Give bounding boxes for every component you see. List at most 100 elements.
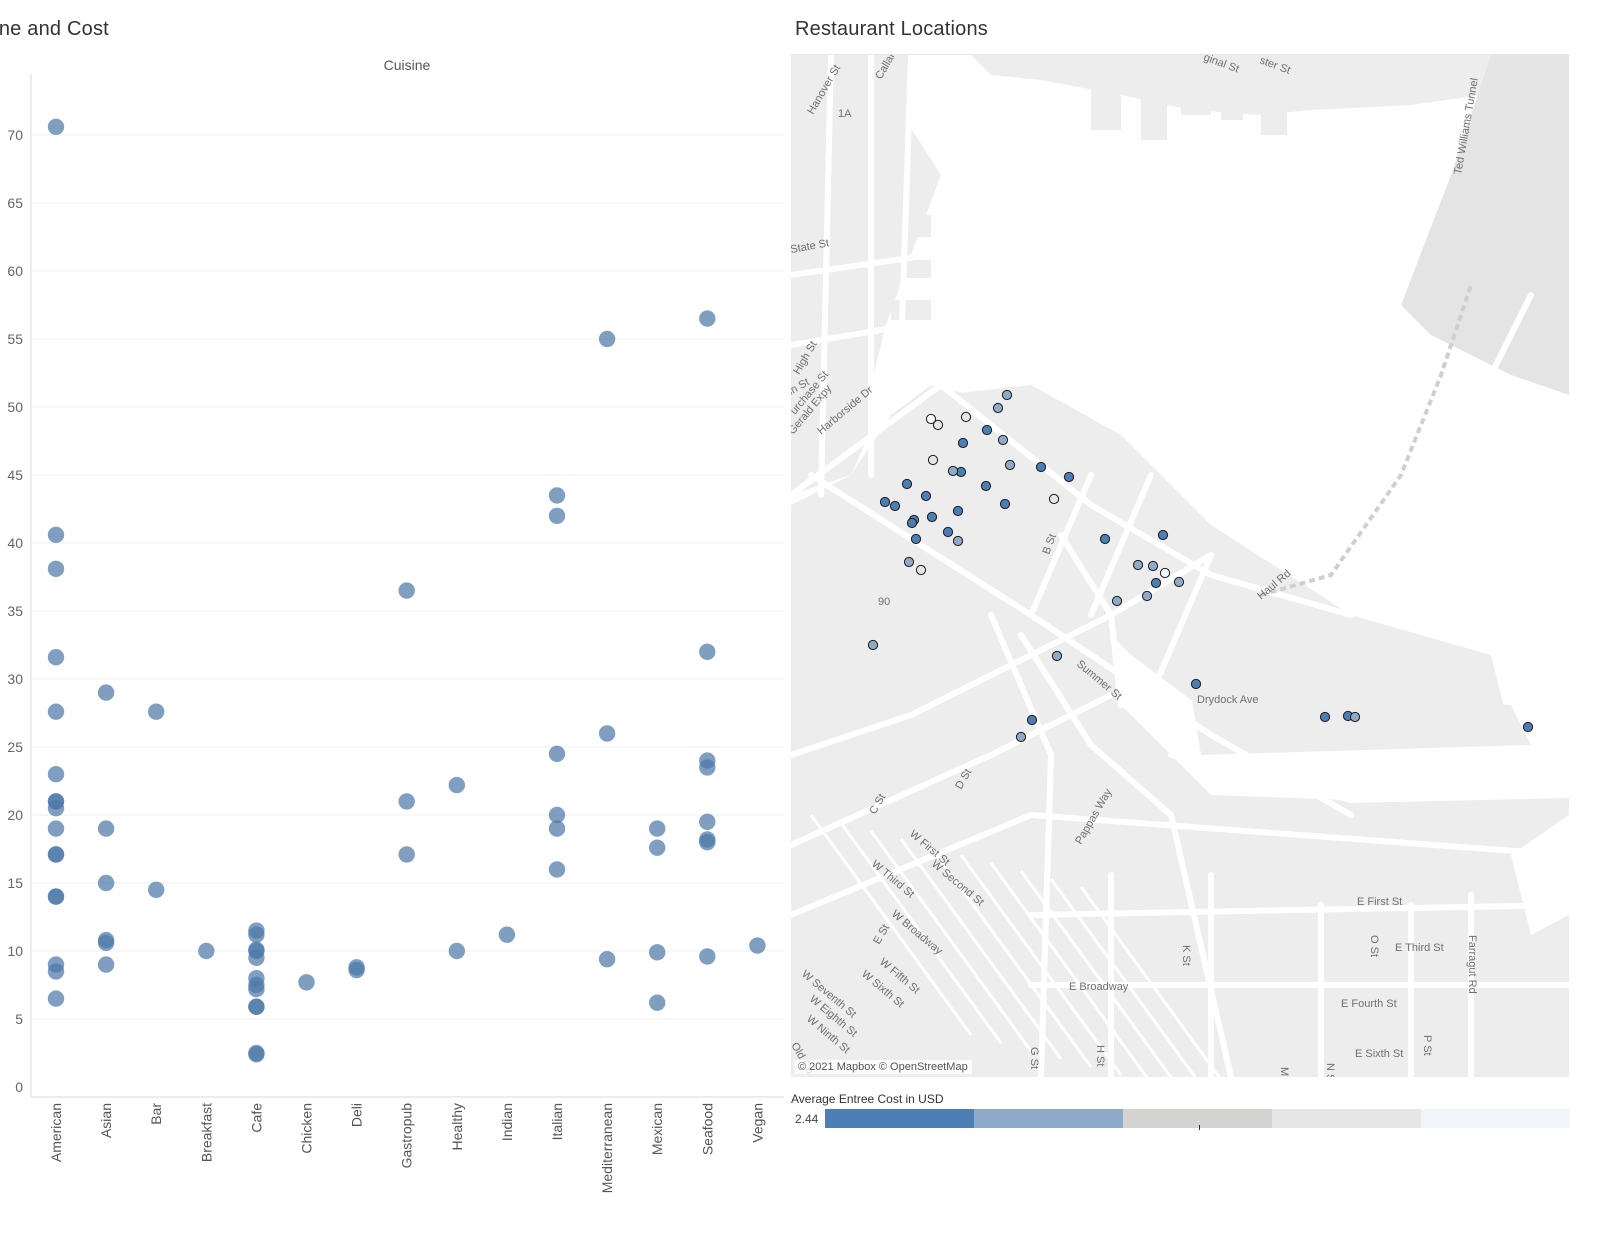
data-point[interactable] — [598, 330, 616, 348]
map-view[interactable]: Hanover St Callah State St High St urchase S… — [791, 54, 1569, 1077]
data-point[interactable] — [47, 888, 65, 905]
restaurant-marker[interactable] — [879, 496, 891, 508]
data-point[interactable] — [47, 846, 65, 863]
data-point[interactable] — [47, 766, 65, 783]
restaurant-marker[interactable] — [903, 556, 915, 568]
data-point[interactable] — [97, 956, 115, 973]
data-point[interactable] — [47, 118, 65, 136]
restaurant-marker[interactable] — [867, 639, 879, 651]
data-point[interactable] — [649, 839, 666, 856]
data-point[interactable] — [248, 998, 265, 1015]
restaurant-marker[interactable] — [925, 413, 937, 425]
data-point[interactable] — [47, 649, 65, 666]
restaurant-marker[interactable] — [906, 517, 918, 529]
data-point[interactable] — [548, 487, 566, 504]
data-point[interactable] — [598, 725, 616, 742]
data-point[interactable] — [548, 507, 566, 524]
data-point[interactable] — [598, 950, 616, 968]
restaurant-marker[interactable] — [1173, 576, 1185, 588]
scatter-chart[interactable]: Cuisine 0 5 10 15 20 25 30 35 40 45 50 55 60 65 70 Ameri… — [0, 0, 790, 1249]
restaurant-marker[interactable] — [1051, 650, 1063, 662]
restaurant-marker[interactable] — [1147, 560, 1159, 572]
restaurant-marker[interactable] — [1035, 461, 1047, 473]
restaurant-marker[interactable] — [997, 434, 1009, 446]
restaurant-marker[interactable] — [980, 480, 992, 492]
data-point[interactable] — [248, 926, 265, 943]
data-point[interactable] — [699, 643, 716, 660]
data-point[interactable] — [47, 800, 65, 817]
data-point[interactable] — [47, 526, 65, 544]
data-point[interactable] — [47, 963, 65, 980]
restaurant-marker[interactable] — [927, 454, 939, 466]
data-point[interactable] — [198, 942, 215, 960]
restaurant-marker[interactable] — [889, 500, 901, 512]
restaurant-marker[interactable] — [1190, 678, 1202, 690]
data-point[interactable] — [649, 994, 666, 1011]
restaurant-marker[interactable] — [1048, 493, 1060, 505]
data-point[interactable] — [649, 820, 666, 837]
data-point[interactable] — [749, 937, 766, 954]
restaurant-marker[interactable] — [926, 511, 938, 523]
data-point[interactable] — [548, 820, 566, 837]
data-point[interactable] — [97, 934, 115, 952]
data-point[interactable] — [448, 942, 465, 960]
data-point[interactable] — [548, 745, 566, 762]
data-point[interactable] — [398, 582, 415, 599]
restaurant-marker[interactable] — [1522, 721, 1534, 733]
restaurant-marker[interactable] — [1150, 577, 1162, 589]
data-point[interactable] — [699, 759, 716, 776]
data-point[interactable] — [47, 703, 65, 720]
restaurant-marker[interactable] — [901, 478, 913, 490]
data-point[interactable] — [699, 813, 716, 830]
restaurant-marker[interactable] — [1132, 559, 1144, 571]
data-point[interactable] — [47, 990, 65, 1007]
restaurant-marker[interactable] — [1111, 595, 1123, 607]
restaurant-marker[interactable] — [920, 490, 932, 502]
data-point[interactable] — [97, 684, 115, 701]
restaurant-marker[interactable] — [1015, 731, 1027, 743]
data-point[interactable] — [348, 961, 365, 979]
restaurant-marker[interactable] — [981, 424, 993, 436]
data-point[interactable] — [398, 793, 415, 810]
restaurant-marker[interactable] — [1001, 389, 1013, 401]
restaurant-marker[interactable] — [1157, 529, 1169, 541]
restaurant-marker[interactable] — [910, 533, 922, 545]
data-point[interactable] — [548, 861, 566, 878]
data-point[interactable] — [148, 703, 165, 720]
data-point[interactable] — [548, 806, 566, 824]
data-point[interactable] — [498, 926, 516, 943]
data-point[interactable] — [448, 776, 465, 794]
data-point[interactable] — [398, 846, 415, 863]
data-point[interactable] — [699, 948, 716, 965]
data-point[interactable] — [248, 980, 265, 998]
data-point[interactable] — [47, 820, 65, 837]
restaurant-marker[interactable] — [952, 505, 964, 517]
data-point[interactable] — [248, 949, 265, 966]
restaurant-marker[interactable] — [952, 535, 964, 547]
restaurant-marker[interactable] — [932, 419, 944, 431]
data-point[interactable] — [699, 834, 716, 851]
restaurant-marker[interactable] — [999, 498, 1011, 510]
data-point[interactable] — [298, 974, 315, 991]
restaurant-marker[interactable] — [1141, 590, 1153, 602]
data-point[interactable] — [699, 310, 716, 327]
restaurant-marker[interactable] — [1004, 459, 1016, 471]
restaurant-marker[interactable] — [1099, 533, 1111, 545]
data-point[interactable] — [97, 820, 115, 837]
data-point[interactable] — [47, 560, 65, 578]
data-point[interactable] — [97, 874, 115, 892]
restaurant-marker[interactable] — [1026, 714, 1038, 726]
restaurant-marker[interactable] — [947, 465, 959, 477]
restaurant-marker[interactable] — [915, 564, 927, 576]
data-point[interactable] — [248, 1046, 265, 1063]
legend-color-ramp[interactable] — [825, 1109, 1570, 1128]
data-point[interactable] — [148, 881, 165, 898]
restaurant-marker[interactable] — [957, 437, 969, 449]
restaurant-marker[interactable] — [992, 402, 1004, 414]
restaurant-marker[interactable] — [1159, 567, 1171, 579]
restaurant-marker[interactable] — [1349, 711, 1361, 723]
data-point[interactable] — [649, 944, 666, 961]
restaurant-marker[interactable] — [1063, 471, 1075, 483]
restaurant-marker[interactable] — [942, 526, 954, 538]
